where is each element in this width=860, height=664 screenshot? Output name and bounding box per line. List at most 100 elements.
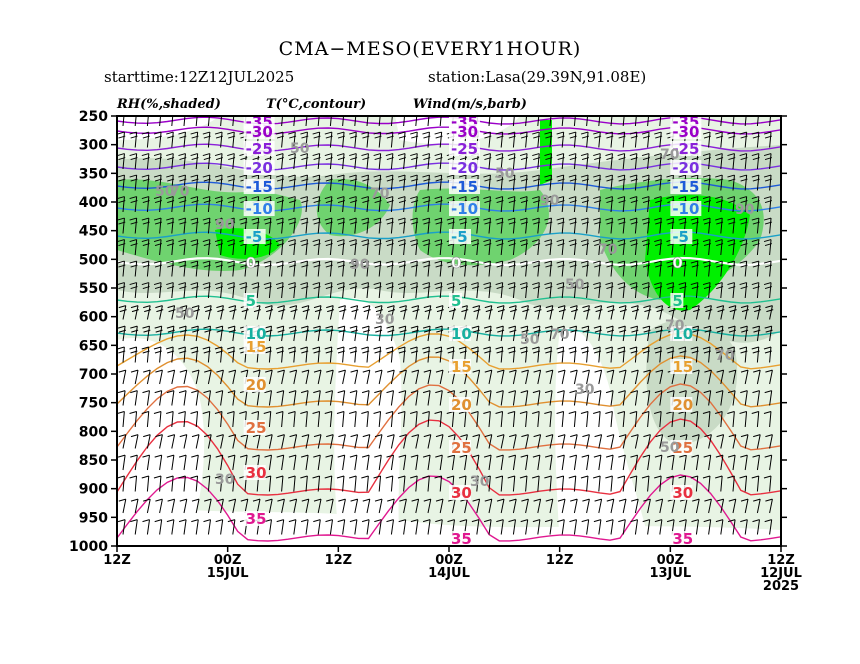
wind-barb	[178, 390, 187, 406]
wind-barb	[472, 498, 481, 514]
wind-barb	[154, 454, 163, 471]
wind-barb	[410, 196, 419, 213]
wind-barb	[228, 434, 237, 449]
x-tick-label: 12Z	[325, 553, 353, 568]
wind-barb	[641, 153, 650, 170]
wind-barb	[166, 217, 175, 234]
wind-barb	[654, 196, 663, 213]
contour-label-bg	[670, 293, 684, 308]
wind-barb	[655, 498, 664, 514]
wind-barb	[704, 305, 713, 320]
wind-barb	[227, 454, 236, 471]
wind-barb	[336, 239, 345, 256]
wind-barb	[568, 239, 577, 256]
wind-barb	[227, 239, 236, 256]
y-tick-label: 1000	[69, 539, 108, 555]
wind-barb	[568, 153, 577, 170]
wind-barb	[336, 282, 345, 299]
wind-barb	[190, 260, 199, 277]
wind-barb	[532, 346, 541, 363]
contour-label-35: 35	[451, 530, 472, 548]
contour-label-bg	[670, 326, 693, 341]
contour-label--30: -30	[246, 123, 273, 141]
wind-barb	[617, 153, 626, 170]
contour-label-bg	[243, 339, 266, 354]
wind-barb	[362, 498, 371, 514]
wind-barb	[153, 260, 162, 277]
wind-barb	[593, 282, 602, 299]
wind-barb	[374, 454, 382, 471]
wind-barb	[373, 131, 382, 148]
wind-barb	[580, 346, 589, 363]
wind-barb	[545, 305, 554, 320]
rh-shade-90-c	[540, 120, 552, 185]
wind-barb	[117, 454, 126, 471]
wind-barb	[263, 410, 272, 428]
wind-barb	[300, 131, 309, 148]
wind-barb	[275, 410, 284, 428]
wind-barb	[410, 239, 419, 256]
contour-label-bg	[670, 141, 702, 156]
wind-barb	[141, 410, 150, 428]
wind-barb	[740, 498, 749, 514]
wind-barb	[397, 196, 406, 213]
wind-barb	[227, 260, 236, 277]
rh-field-label: RH(%,shaded)	[117, 97, 221, 112]
wind-barb	[690, 410, 699, 428]
wind-barb	[740, 369, 749, 385]
wind-barb	[153, 410, 162, 428]
wind-barb	[387, 369, 395, 385]
wind-barb	[178, 239, 187, 256]
wind-barb	[373, 153, 382, 170]
wind-barb	[727, 454, 736, 471]
wind-barb	[411, 305, 420, 320]
wind-barb	[569, 325, 578, 342]
wind-barb	[617, 239, 626, 256]
wind-barb	[630, 390, 638, 406]
wind-barb	[373, 239, 382, 256]
wind-barb	[191, 434, 200, 449]
wind-barb	[385, 282, 394, 299]
wind-barb	[312, 217, 321, 234]
wind-barb	[471, 282, 480, 299]
wind-barb	[349, 239, 358, 256]
wind-barb	[312, 475, 321, 492]
wind-barb	[227, 217, 236, 234]
wind-barb	[117, 390, 126, 406]
contour-label-bg	[243, 179, 275, 194]
wind-barb	[130, 390, 138, 406]
wind-barb	[141, 346, 150, 363]
wind-barb	[702, 174, 711, 191]
wind-barb	[690, 346, 699, 363]
contour-label-20: 20	[672, 396, 693, 414]
rh-label-30: 30	[470, 474, 490, 490]
wind-barb	[629, 282, 638, 299]
wind-barb	[227, 346, 236, 363]
wind-barb	[373, 174, 382, 191]
wind-barb	[751, 217, 760, 234]
wind-barb	[496, 519, 504, 535]
contour-label--20: -20	[451, 159, 478, 177]
wind-barb	[605, 475, 613, 492]
wind-barb	[728, 369, 737, 385]
wind-barb	[312, 260, 321, 277]
wind-barb	[763, 217, 772, 234]
wind-barb	[275, 196, 284, 213]
wind-barb	[300, 475, 308, 492]
wind-barb	[410, 325, 419, 342]
wind-barb	[300, 410, 308, 428]
wind-barb	[581, 390, 590, 406]
wind-barb	[641, 131, 650, 148]
wind-barb	[300, 454, 309, 471]
wind-barb	[313, 498, 322, 514]
wind-barb	[654, 325, 663, 342]
wind-barb	[313, 454, 321, 471]
wind-barb	[411, 434, 420, 449]
contour-label-bg	[449, 124, 480, 139]
wind-barb	[434, 475, 443, 492]
wind-barb	[178, 153, 187, 170]
wind-barb	[422, 454, 431, 471]
wind-barb	[715, 454, 724, 471]
wind-barb	[397, 346, 406, 363]
wind-barb	[520, 454, 529, 471]
